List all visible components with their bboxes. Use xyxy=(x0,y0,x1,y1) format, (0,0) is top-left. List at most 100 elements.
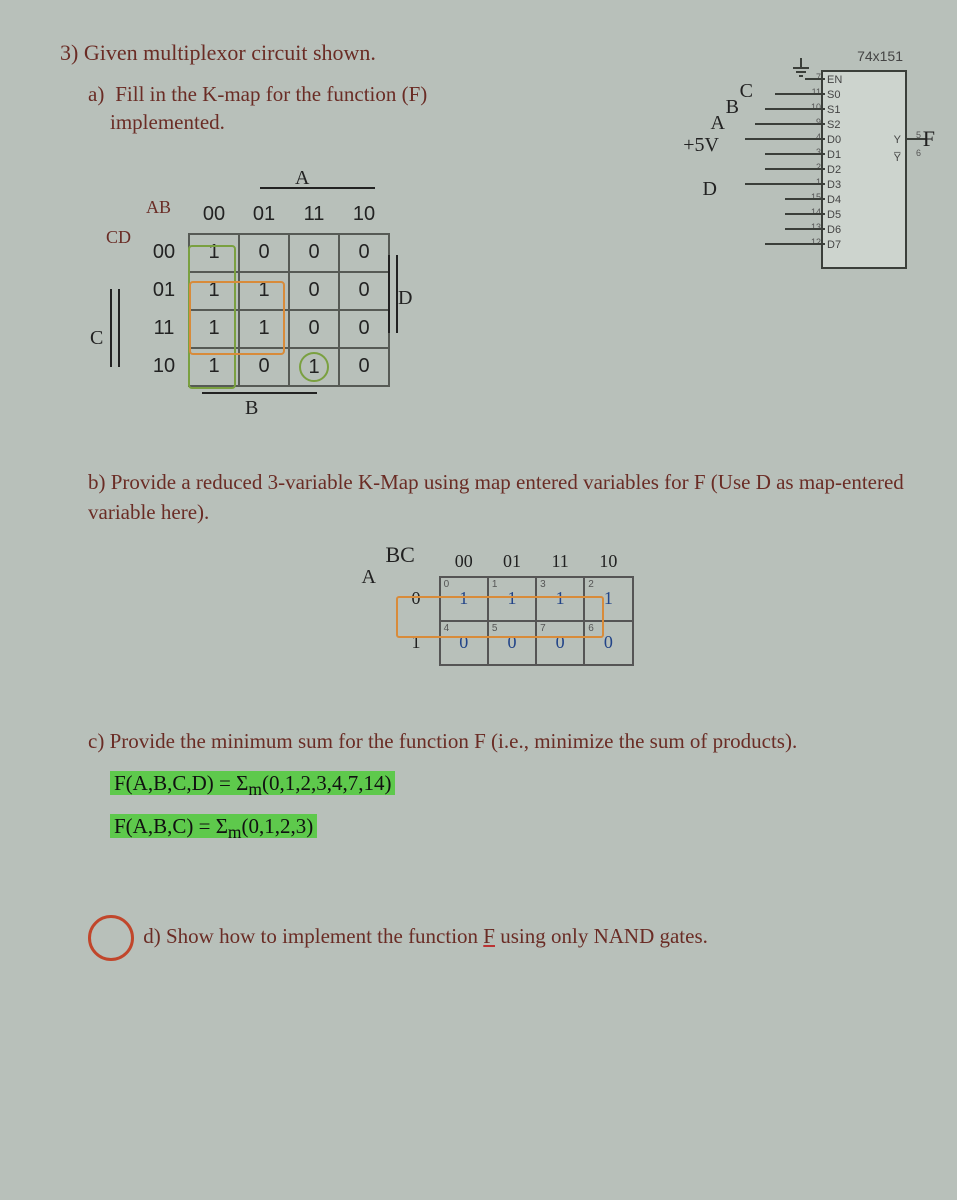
chip-partno: 74x151 xyxy=(857,48,903,64)
cell: 0 xyxy=(289,234,339,272)
kmap-col-01: 01 xyxy=(239,197,289,234)
pnum-13: 13 xyxy=(811,222,821,232)
pnum-15: 15 xyxy=(811,192,821,202)
wire xyxy=(805,78,825,80)
ground-icon xyxy=(791,58,811,78)
k3-col: 00 xyxy=(440,548,488,577)
mux-circuit: 74x151 EN S0 S1 S2 D0 D1 D2 D3 D4 D5 D6 … xyxy=(677,30,917,290)
kmap-C-label: C xyxy=(90,327,103,350)
part-a-label: a) xyxy=(88,80,110,108)
k3-a: A xyxy=(362,566,376,589)
part-b: b) Provide a reduced 3-variable K-Map us… xyxy=(88,467,907,528)
k3-bc: BC xyxy=(386,542,415,568)
pnum-4: 4 xyxy=(816,132,821,142)
cell: 1 xyxy=(289,348,339,386)
q-text: Given multiplexor circuit shown. xyxy=(84,40,376,65)
pin-d2: D2 xyxy=(827,164,841,176)
pin-d7: D7 xyxy=(827,239,841,251)
circled-cell: 1 xyxy=(299,352,329,382)
in-B: B xyxy=(726,96,739,119)
pin-d6: D6 xyxy=(827,224,841,236)
part-b-label: b) xyxy=(88,470,106,494)
kmap-row-11: 11 xyxy=(140,310,189,348)
cell: 0 xyxy=(339,272,389,310)
kmap-4var: AB CD A B C D 00 01 11 10 00 1 0 0 0 xyxy=(140,197,420,387)
wire xyxy=(775,93,825,95)
wire xyxy=(765,108,825,110)
part-b-text: Provide a reduced 3-variable K-Map using… xyxy=(88,470,904,524)
kmap-row-01: 01 xyxy=(140,272,189,310)
pnum-9: 9 xyxy=(816,117,821,127)
kmap-B-label: B xyxy=(245,397,258,420)
pnum-12: 12 xyxy=(811,237,821,247)
pnum-2: 2 xyxy=(816,162,821,172)
part-c-text: Provide the minimum sum for the function… xyxy=(110,729,798,753)
red-circle-icon xyxy=(88,915,134,961)
cell: 0 xyxy=(289,272,339,310)
kmap-B-bracket xyxy=(202,392,317,394)
part-d-label: d) xyxy=(143,924,161,948)
cell: 0 xyxy=(239,234,289,272)
wire xyxy=(785,213,825,215)
kmap-C-bracket2 xyxy=(110,289,112,367)
part-d: d) Show how to implement the function F … xyxy=(88,915,907,961)
page-root: 3) Given multiplexor circuit shown. a) F… xyxy=(0,0,957,1021)
output-F: F xyxy=(923,126,935,152)
in-C: C xyxy=(740,80,753,103)
kmap-C-bracket xyxy=(118,289,120,367)
pnum-11: 11 xyxy=(812,87,821,97)
pin-ybar: Y̅ xyxy=(894,152,901,164)
kmap-D-label: D xyxy=(398,287,412,310)
kmap-D-bracket2 xyxy=(396,255,398,333)
pnum-7: 7 xyxy=(816,72,821,82)
wire xyxy=(785,198,825,200)
kmap-row-hdr: CD xyxy=(106,227,131,248)
kmap-D-bracket xyxy=(388,255,390,333)
pnum-14: 14 xyxy=(811,207,821,217)
wire xyxy=(745,183,825,185)
kmap-col-00: 00 xyxy=(189,197,239,234)
pnum-6: 6 xyxy=(916,148,921,158)
part-a-text1: Fill in the K-map for the function (F) xyxy=(115,82,427,106)
wire xyxy=(765,243,825,245)
pin-d5: D5 xyxy=(827,209,841,221)
k3-group xyxy=(396,596,604,638)
pin-s1: S1 xyxy=(827,104,840,116)
eq2: F(A,B,C) = Σm(0,1,2,3) xyxy=(110,814,317,838)
pin-s2: S2 xyxy=(827,119,840,131)
cell: 0 xyxy=(339,310,389,348)
pnum-10: 10 xyxy=(811,102,821,112)
kmap-col-hdr: AB xyxy=(146,197,171,218)
part-c: c) Provide the minimum sum for the funct… xyxy=(88,726,907,846)
pin-d4: D4 xyxy=(827,194,841,206)
part-c-label: c) xyxy=(88,729,104,753)
wire xyxy=(745,138,825,140)
eq1: F(A,B,C,D) = Σm(0,1,2,3,4,7,14) xyxy=(110,771,395,795)
cell: 0 xyxy=(339,234,389,272)
q-number: 3) xyxy=(60,40,78,65)
pin-d3: D3 xyxy=(827,179,841,191)
kmap-col-11: 11 xyxy=(289,197,339,234)
part-a-text2: implemented. xyxy=(110,110,225,134)
kmap-col-10: 10 xyxy=(339,197,389,234)
wire xyxy=(755,123,825,125)
pin-d1: D1 xyxy=(827,149,841,161)
pin-en: EN xyxy=(827,74,842,86)
pin-y: Y xyxy=(894,134,901,146)
wire xyxy=(765,153,825,155)
part-d-text: Show how to implement the function F usi… xyxy=(166,924,708,948)
kmap-3var: BC A 00 01 11 10 0 01 11 31 21 1 40 50 7… xyxy=(334,548,634,666)
pnum-3: 3 xyxy=(816,147,821,157)
kmap-row-00: 00 xyxy=(140,234,189,272)
pin-s0: S0 xyxy=(827,89,840,101)
pnum-1: 1 xyxy=(816,177,821,187)
k3-col: 01 xyxy=(488,548,536,577)
in-D: D xyxy=(703,178,717,201)
chip-body: EN S0 S1 S2 D0 D1 D2 D3 D4 D5 D6 D7 Y Y̅ xyxy=(821,70,907,269)
group-orange xyxy=(189,281,285,355)
wire xyxy=(785,228,825,230)
cell: 0 xyxy=(289,310,339,348)
in-5v: +5V xyxy=(683,134,719,157)
cell: 0 xyxy=(339,348,389,386)
k3-col: 10 xyxy=(584,548,632,577)
